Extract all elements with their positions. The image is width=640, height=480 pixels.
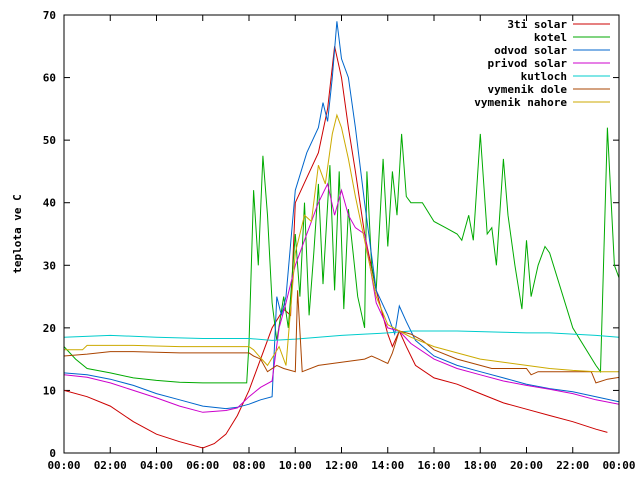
series-lines [64,21,619,449]
y-tick-label: 40 [43,197,56,210]
legend-label: vymenik dole [488,83,568,96]
series-line-vymenik-dole [64,290,619,384]
legend-label: vymenik nahore [474,96,567,109]
x-axis-ticks: 00:00 02:00 04:00 06:00 08:00 10:00 12:00 14:00… [47,15,636,472]
x-tick-label: 00:00 [47,459,80,472]
x-tick-label: 14:00 [371,459,404,472]
series-line-privod-solar [64,182,619,413]
legend-label: odvod solar [494,44,567,57]
y-axis-label: teplota ve C [11,194,24,273]
x-tick-label: 00:00 [602,459,635,472]
y-tick-label: 20 [43,322,56,335]
y-axis-ticks: 0 10 20 30 40 50 60 70 [43,9,619,460]
y-tick-label: 60 [43,72,56,85]
x-tick-label: 16:00 [417,459,450,472]
legend-label: privod solar [488,57,568,70]
series-line-odvod-solar [64,21,619,410]
x-tick-label: 22:00 [556,459,589,472]
x-tick-label: 18:00 [464,459,497,472]
x-tick-label: 10:00 [279,459,312,472]
y-tick-label: 50 [43,134,56,147]
legend-label: kutloch [521,70,567,83]
x-tick-label: 20:00 [510,459,543,472]
x-tick-label: 04:00 [140,459,173,472]
legend-label: 3ti solar [507,18,567,31]
x-tick-label: 08:00 [232,459,265,472]
x-tick-label: 06:00 [186,459,219,472]
x-tick-label: 12:00 [325,459,358,472]
plot-frame [63,14,620,454]
y-tick-label: 70 [43,9,56,22]
y-tick-label: 10 [43,384,56,397]
y-tick-label: 0 [49,447,56,460]
y-tick-label: 30 [43,259,56,272]
legend-label: kotel [534,31,567,44]
series-line-kotel [64,127,619,384]
series-line-kutloch [64,330,619,341]
series-line-vymenik-nahore [64,113,619,373]
x-tick-label: 02:00 [94,459,127,472]
